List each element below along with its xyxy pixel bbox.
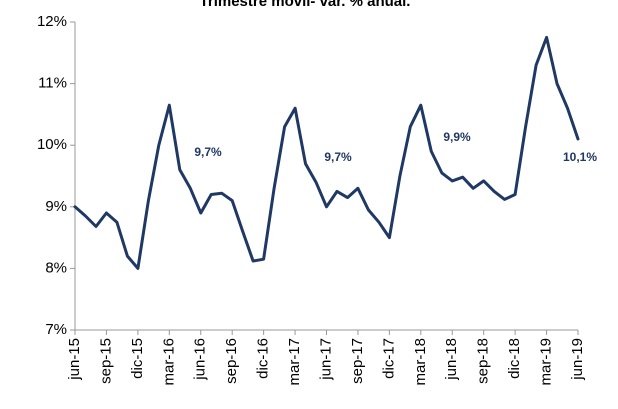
y-tick-label: 7% bbox=[45, 321, 67, 338]
x-tick-label: mar-19 bbox=[538, 338, 555, 386]
y-tick-label: 11% bbox=[38, 75, 67, 92]
y-tick-label: 10% bbox=[37, 136, 67, 153]
x-tick-label: sep-17 bbox=[349, 338, 366, 384]
x-tick-label: mar-18 bbox=[412, 338, 429, 386]
x-tick-label: dic-16 bbox=[255, 338, 272, 379]
x-tick-label: dic-15 bbox=[129, 338, 146, 379]
x-tick-label: dic-17 bbox=[380, 338, 397, 379]
x-tick-label: mar-17 bbox=[286, 338, 303, 386]
annotation: 9,9% bbox=[443, 130, 471, 144]
x-tick-label: mar-16 bbox=[160, 338, 177, 386]
y-tick-label: 9% bbox=[45, 198, 67, 215]
annotation: 9,7% bbox=[194, 145, 222, 159]
x-tick-label: dic-18 bbox=[506, 338, 523, 379]
x-tick-label: jun-18 bbox=[443, 338, 460, 381]
x-tick-label: jun-17 bbox=[317, 338, 334, 381]
annotation: 10,1% bbox=[563, 150, 597, 164]
x-tick-label: jun-16 bbox=[192, 338, 209, 381]
x-tick-label: jun-19 bbox=[569, 338, 586, 381]
annotation: 9,7% bbox=[324, 150, 352, 164]
y-tick-label: 12% bbox=[37, 13, 67, 30]
x-tick-label: sep-15 bbox=[97, 338, 114, 384]
x-tick-label: sep-18 bbox=[475, 338, 492, 384]
y-tick-label: 8% bbox=[45, 259, 67, 276]
chart-title: Trimestre móvil- var. % anual. bbox=[200, 0, 411, 10]
line bbox=[73, 35, 580, 270]
x-tick-label: jun-15 bbox=[66, 338, 83, 381]
x-tick-label: sep-16 bbox=[223, 338, 240, 384]
